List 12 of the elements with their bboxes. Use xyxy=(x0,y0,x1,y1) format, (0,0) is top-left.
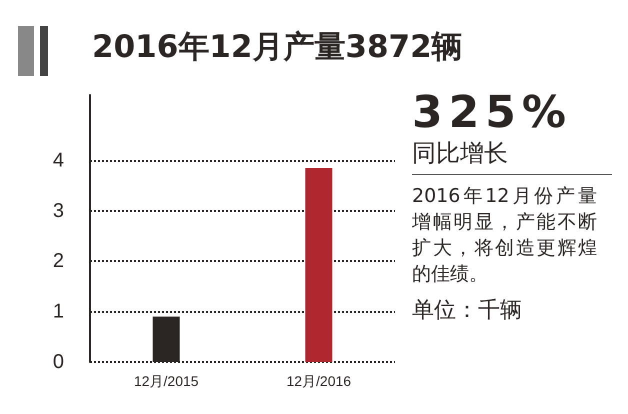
chart-title: 2016年12月产量3872辆 xyxy=(92,28,463,67)
y-tick-label: 1 xyxy=(52,300,64,323)
y-tick-label: 2 xyxy=(52,250,64,272)
y-tick-label: 3 xyxy=(52,200,64,222)
x-tick-label: 12月/2016 xyxy=(286,373,352,389)
y-tick-label: 0 xyxy=(52,351,64,373)
text: 2016年12月份产量增幅明显，产能不断扩大，将创造更辉煌的佳绩。 xyxy=(412,184,597,287)
text: 单位：千辆 xyxy=(412,297,523,325)
text: 同比增长 xyxy=(412,138,612,175)
x-tick-label: 12月/2015 xyxy=(134,373,199,389)
y-tick-label: 4 xyxy=(52,149,64,172)
text: 325% xyxy=(412,87,573,138)
